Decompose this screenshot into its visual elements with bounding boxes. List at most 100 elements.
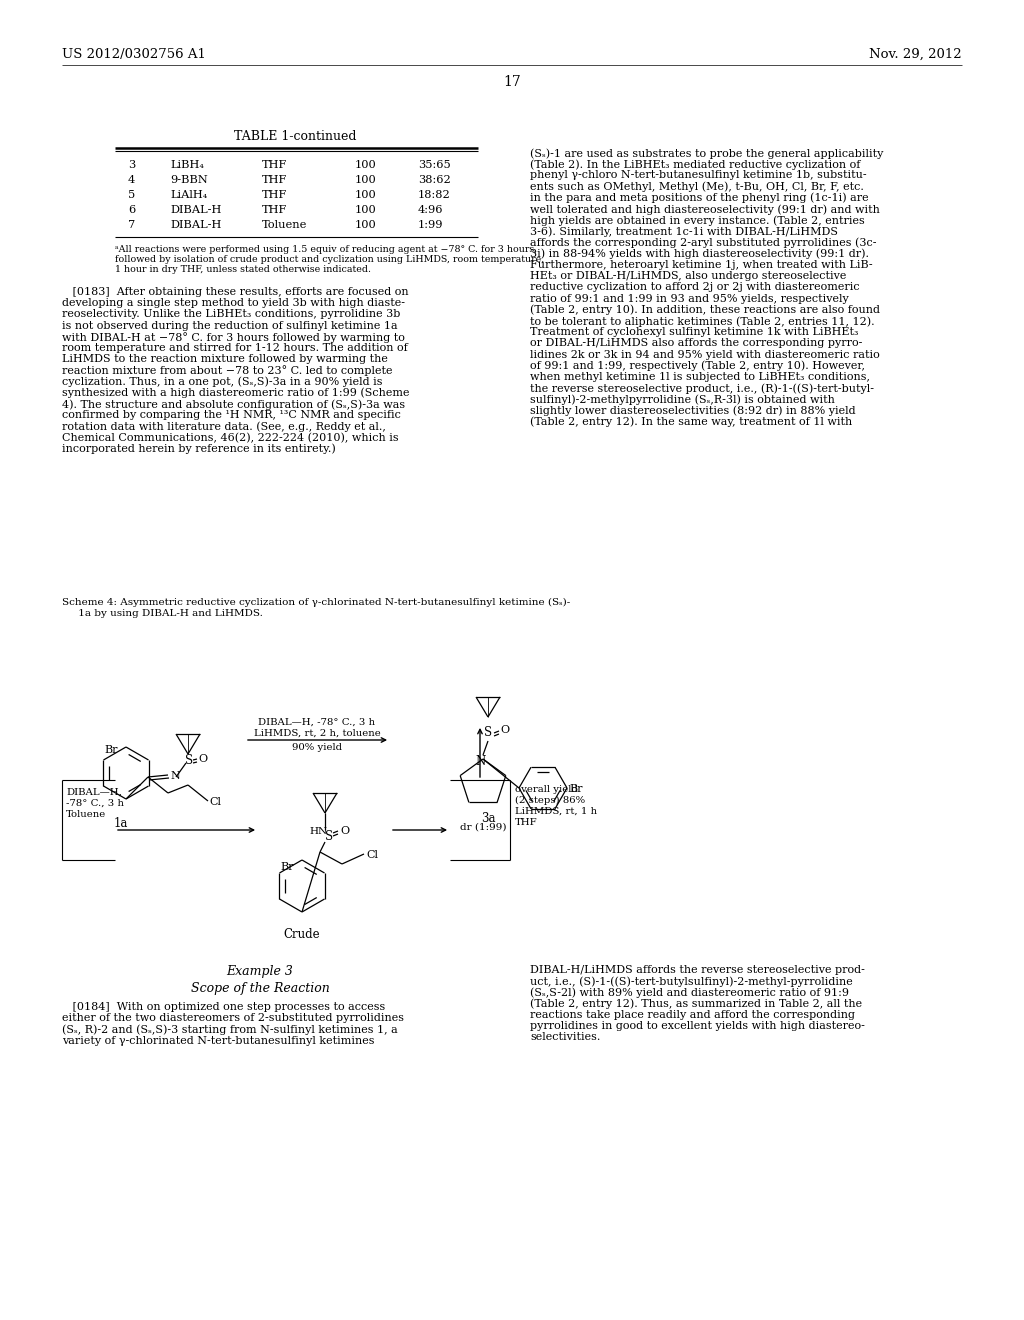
Text: (Sₛ)-1 are used as substrates to probe the general applicability: (Sₛ)-1 are used as substrates to probe t…: [530, 148, 884, 158]
Text: selectivities.: selectivities.: [530, 1032, 600, 1043]
Text: 17: 17: [503, 75, 521, 88]
Text: -78° C., 3 h: -78° C., 3 h: [66, 799, 124, 808]
Text: Scope of the Reaction: Scope of the Reaction: [190, 982, 330, 995]
Text: reoselectivity. Unlike the LiBHEt₃ conditions, pyrrolidine 3b: reoselectivity. Unlike the LiBHEt₃ condi…: [62, 309, 400, 319]
Text: ents such as OMethyl, Methyl (Me), t-Bu, OH, Cl, Br, F, etc.: ents such as OMethyl, Methyl (Me), t-Bu,…: [530, 182, 864, 193]
Text: Nov. 29, 2012: Nov. 29, 2012: [869, 48, 962, 61]
Text: O: O: [340, 826, 349, 836]
Text: THF: THF: [262, 160, 288, 170]
Text: 3i) in 88-94% yields with high diastereoselectivity (99:1 dr).: 3i) in 88-94% yields with high diastereo…: [530, 248, 869, 259]
Text: uct, i.e., (S)-1-((S)-tert-butylsulfinyl)-2-methyl-pyrrolidine: uct, i.e., (S)-1-((S)-tert-butylsulfinyl…: [530, 977, 853, 987]
Text: 1a: 1a: [114, 817, 128, 830]
Text: [0184]  With on optimized one step processes to access: [0184] With on optimized one step proces…: [62, 1002, 385, 1012]
Text: pyrrolidines in good to excellent yields with high diastereo-: pyrrolidines in good to excellent yields…: [530, 1020, 865, 1031]
Text: HN: HN: [309, 828, 327, 836]
Text: LiBH₄: LiBH₄: [170, 160, 204, 170]
Text: ratio of 99:1 and 1:99 in 93 and 95% yields, respectively: ratio of 99:1 and 1:99 in 93 and 95% yie…: [530, 293, 849, 304]
Text: lidines 2k or 3k in 94 and 95% yield with diastereomeric ratio: lidines 2k or 3k in 94 and 95% yield wit…: [530, 350, 880, 359]
Text: reductive cyclization to afford 2j or 2j with diastereomeric: reductive cyclization to afford 2j or 2j…: [530, 282, 859, 293]
Text: synthesized with a high diastereomeric ratio of 1:99 (Scheme: synthesized with a high diastereomeric r…: [62, 388, 410, 399]
Text: Example 3: Example 3: [226, 965, 294, 978]
Text: (Sₛ, R)-2 and (Sₛ,S)-3 starting from N-sulfinyl ketimines 1, a: (Sₛ, R)-2 and (Sₛ,S)-3 starting from N-s…: [62, 1024, 397, 1035]
Text: or DIBAL-H/LiHMDS also affords the corresponding pyrro-: or DIBAL-H/LiHMDS also affords the corre…: [530, 338, 862, 348]
Text: is not observed during the reduction of sulfinyl ketimine 1a: is not observed during the reduction of …: [62, 321, 397, 330]
Text: 100: 100: [355, 176, 377, 185]
Text: 6: 6: [128, 205, 135, 215]
Text: incorporated herein by reference in its entirety.): incorporated herein by reference in its …: [62, 444, 336, 454]
Text: well tolerated and high diastereoselectivity (99:1 dr) and with: well tolerated and high diastereoselecti…: [530, 205, 880, 215]
Text: O: O: [500, 725, 509, 735]
Text: 3a: 3a: [480, 812, 496, 825]
Text: 100: 100: [355, 190, 377, 201]
Text: (Sₛ,S-2l) with 89% yield and diastereomeric ratio of 91:9: (Sₛ,S-2l) with 89% yield and diastereome…: [530, 987, 849, 998]
Text: [0183]  After obtaining these results, efforts are focused on: [0183] After obtaining these results, ef…: [62, 286, 409, 297]
Text: LiHMDS, rt, 1 h: LiHMDS, rt, 1 h: [515, 807, 597, 816]
Text: 4). The structure and absolute configuration of (Sₛ,S)-3a was: 4). The structure and absolute configura…: [62, 399, 406, 409]
Text: the reverse stereoselective product, i.e., (R)-1-((S)-tert-butyl-: the reverse stereoselective product, i.e…: [530, 383, 874, 393]
Text: (Table 2, entry 10). In addition, these reactions are also found: (Table 2, entry 10). In addition, these …: [530, 305, 880, 315]
Text: 100: 100: [355, 205, 377, 215]
Text: DIBAL—H,: DIBAL—H,: [66, 788, 122, 797]
Text: (Table 2, entry 12). Thus, as summarized in Table 2, all the: (Table 2, entry 12). Thus, as summarized…: [530, 999, 862, 1010]
Text: Cl: Cl: [209, 797, 221, 807]
Text: in the para and meta positions of the phenyl ring (1c-1i) are: in the para and meta positions of the ph…: [530, 193, 868, 203]
Text: either of the two diastereomers of 2-substituted pyrrolidines: either of the two diastereomers of 2-sub…: [62, 1014, 404, 1023]
Text: HEt₃ or DIBAL-H/LiHMDS, also undergo stereoselective: HEt₃ or DIBAL-H/LiHMDS, also undergo ste…: [530, 271, 847, 281]
Text: DIBAL—H, -78° C., 3 h: DIBAL—H, -78° C., 3 h: [258, 718, 376, 727]
Text: (Table 2). In the LiBHEt₃ mediated reductive cyclization of: (Table 2). In the LiBHEt₃ mediated reduc…: [530, 160, 860, 170]
Text: 3-6). Similarly, treatment 1c-1i with DIBAL-H/LiHMDS: 3-6). Similarly, treatment 1c-1i with DI…: [530, 227, 838, 238]
Text: 38:62: 38:62: [418, 176, 451, 185]
Text: 1 hour in dry THF, unless stated otherwise indicated.: 1 hour in dry THF, unless stated otherwi…: [115, 265, 371, 275]
Text: N: N: [170, 771, 180, 781]
Text: Crude: Crude: [284, 928, 321, 941]
Text: Br: Br: [104, 744, 118, 755]
Text: followed by isolation of crude product and cyclization using LiHMDS, room temper: followed by isolation of crude product a…: [115, 255, 544, 264]
Text: (Table 2, entry 12). In the same way, treatment of 1l with: (Table 2, entry 12). In the same way, tr…: [530, 417, 852, 428]
Text: THF: THF: [262, 176, 288, 185]
Text: Toluene: Toluene: [262, 220, 307, 230]
Text: 100: 100: [355, 160, 377, 170]
Text: 3: 3: [128, 160, 135, 170]
Text: phenyl γ-chloro N-tert-butanesulfinyl ketimine 1b, substitu-: phenyl γ-chloro N-tert-butanesulfinyl ke…: [530, 170, 866, 181]
Text: 4: 4: [128, 176, 135, 185]
Text: THF: THF: [262, 205, 288, 215]
Text: of 99:1 and 1:99, respectively (Table 2, entry 10). However,: of 99:1 and 1:99, respectively (Table 2,…: [530, 360, 865, 371]
Text: DIBAL-H: DIBAL-H: [170, 205, 221, 215]
Text: S: S: [484, 726, 493, 739]
Text: high yields are obtained in every instance. (Table 2, entries: high yields are obtained in every instan…: [530, 215, 864, 226]
Text: Chemical Communications, 46(2), 222-224 (2010), which is: Chemical Communications, 46(2), 222-224 …: [62, 433, 398, 444]
Text: affords the corresponding 2-aryl substituted pyrrolidines (3c-: affords the corresponding 2-aryl substit…: [530, 238, 877, 248]
Text: (2 steps) 86%: (2 steps) 86%: [515, 796, 585, 805]
Text: 4:96: 4:96: [418, 205, 443, 215]
Text: variety of γ-chlorinated N-tert-butanesulfinyl ketimines: variety of γ-chlorinated N-tert-butanesu…: [62, 1036, 375, 1045]
Text: US 2012/0302756 A1: US 2012/0302756 A1: [62, 48, 206, 61]
Text: Br: Br: [569, 784, 583, 795]
Text: Br: Br: [280, 862, 294, 873]
Text: THF: THF: [262, 190, 288, 201]
Text: Toluene: Toluene: [66, 810, 106, 818]
Text: 1a by using DIBAL-H and LiHMDS.: 1a by using DIBAL-H and LiHMDS.: [62, 609, 263, 618]
Text: cyclization. Thus, in a one pot, (Sₛ,S)-3a in a 90% yield is: cyclization. Thus, in a one pot, (Sₛ,S)-…: [62, 376, 383, 387]
Text: 90% yield: 90% yield: [292, 743, 342, 752]
Text: Cl: Cl: [366, 850, 378, 861]
Text: 35:65: 35:65: [418, 160, 451, 170]
Text: Treatment of cyclohexyl sulfinyl ketimine 1k with LiBHEt₃: Treatment of cyclohexyl sulfinyl ketimin…: [530, 327, 858, 337]
Text: O: O: [198, 754, 207, 764]
Text: 7: 7: [128, 220, 135, 230]
Text: rotation data with literature data. (See, e.g., Reddy et al.,: rotation data with literature data. (See…: [62, 421, 386, 432]
Text: TABLE 1-continued: TABLE 1-continued: [233, 129, 356, 143]
Text: slightly lower diastereoselectivities (8:92 dr) in 88% yield: slightly lower diastereoselectivities (8…: [530, 405, 856, 416]
Text: DIBAL-H: DIBAL-H: [170, 220, 221, 230]
Text: to be tolerant to aliphatic ketimines (Table 2, entries 11, 12).: to be tolerant to aliphatic ketimines (T…: [530, 315, 874, 326]
Text: LiHMDS, rt, 2 h, toluene: LiHMDS, rt, 2 h, toluene: [254, 729, 380, 738]
Text: ᵃAll reactions were performed using 1.5 equiv of reducing agent at −78° C. for 3: ᵃAll reactions were performed using 1.5 …: [115, 246, 538, 253]
Text: S: S: [325, 830, 333, 843]
Text: S: S: [185, 754, 194, 767]
Text: LiAlH₄: LiAlH₄: [170, 190, 207, 201]
Text: 1:99: 1:99: [418, 220, 443, 230]
Text: 18:82: 18:82: [418, 190, 451, 201]
Text: Furthermore, heteroaryl ketimine 1j, when treated with LiB-: Furthermore, heteroaryl ketimine 1j, whe…: [530, 260, 872, 271]
Text: reaction mixture from about −78 to 23° C. led to complete: reaction mixture from about −78 to 23° C…: [62, 366, 392, 376]
Text: LiHMDS to the reaction mixture followed by warming the: LiHMDS to the reaction mixture followed …: [62, 354, 388, 364]
Text: sulfinyl)-2-methylpyrrolidine (Sₛ,R-3l) is obtained with: sulfinyl)-2-methylpyrrolidine (Sₛ,R-3l) …: [530, 395, 835, 405]
